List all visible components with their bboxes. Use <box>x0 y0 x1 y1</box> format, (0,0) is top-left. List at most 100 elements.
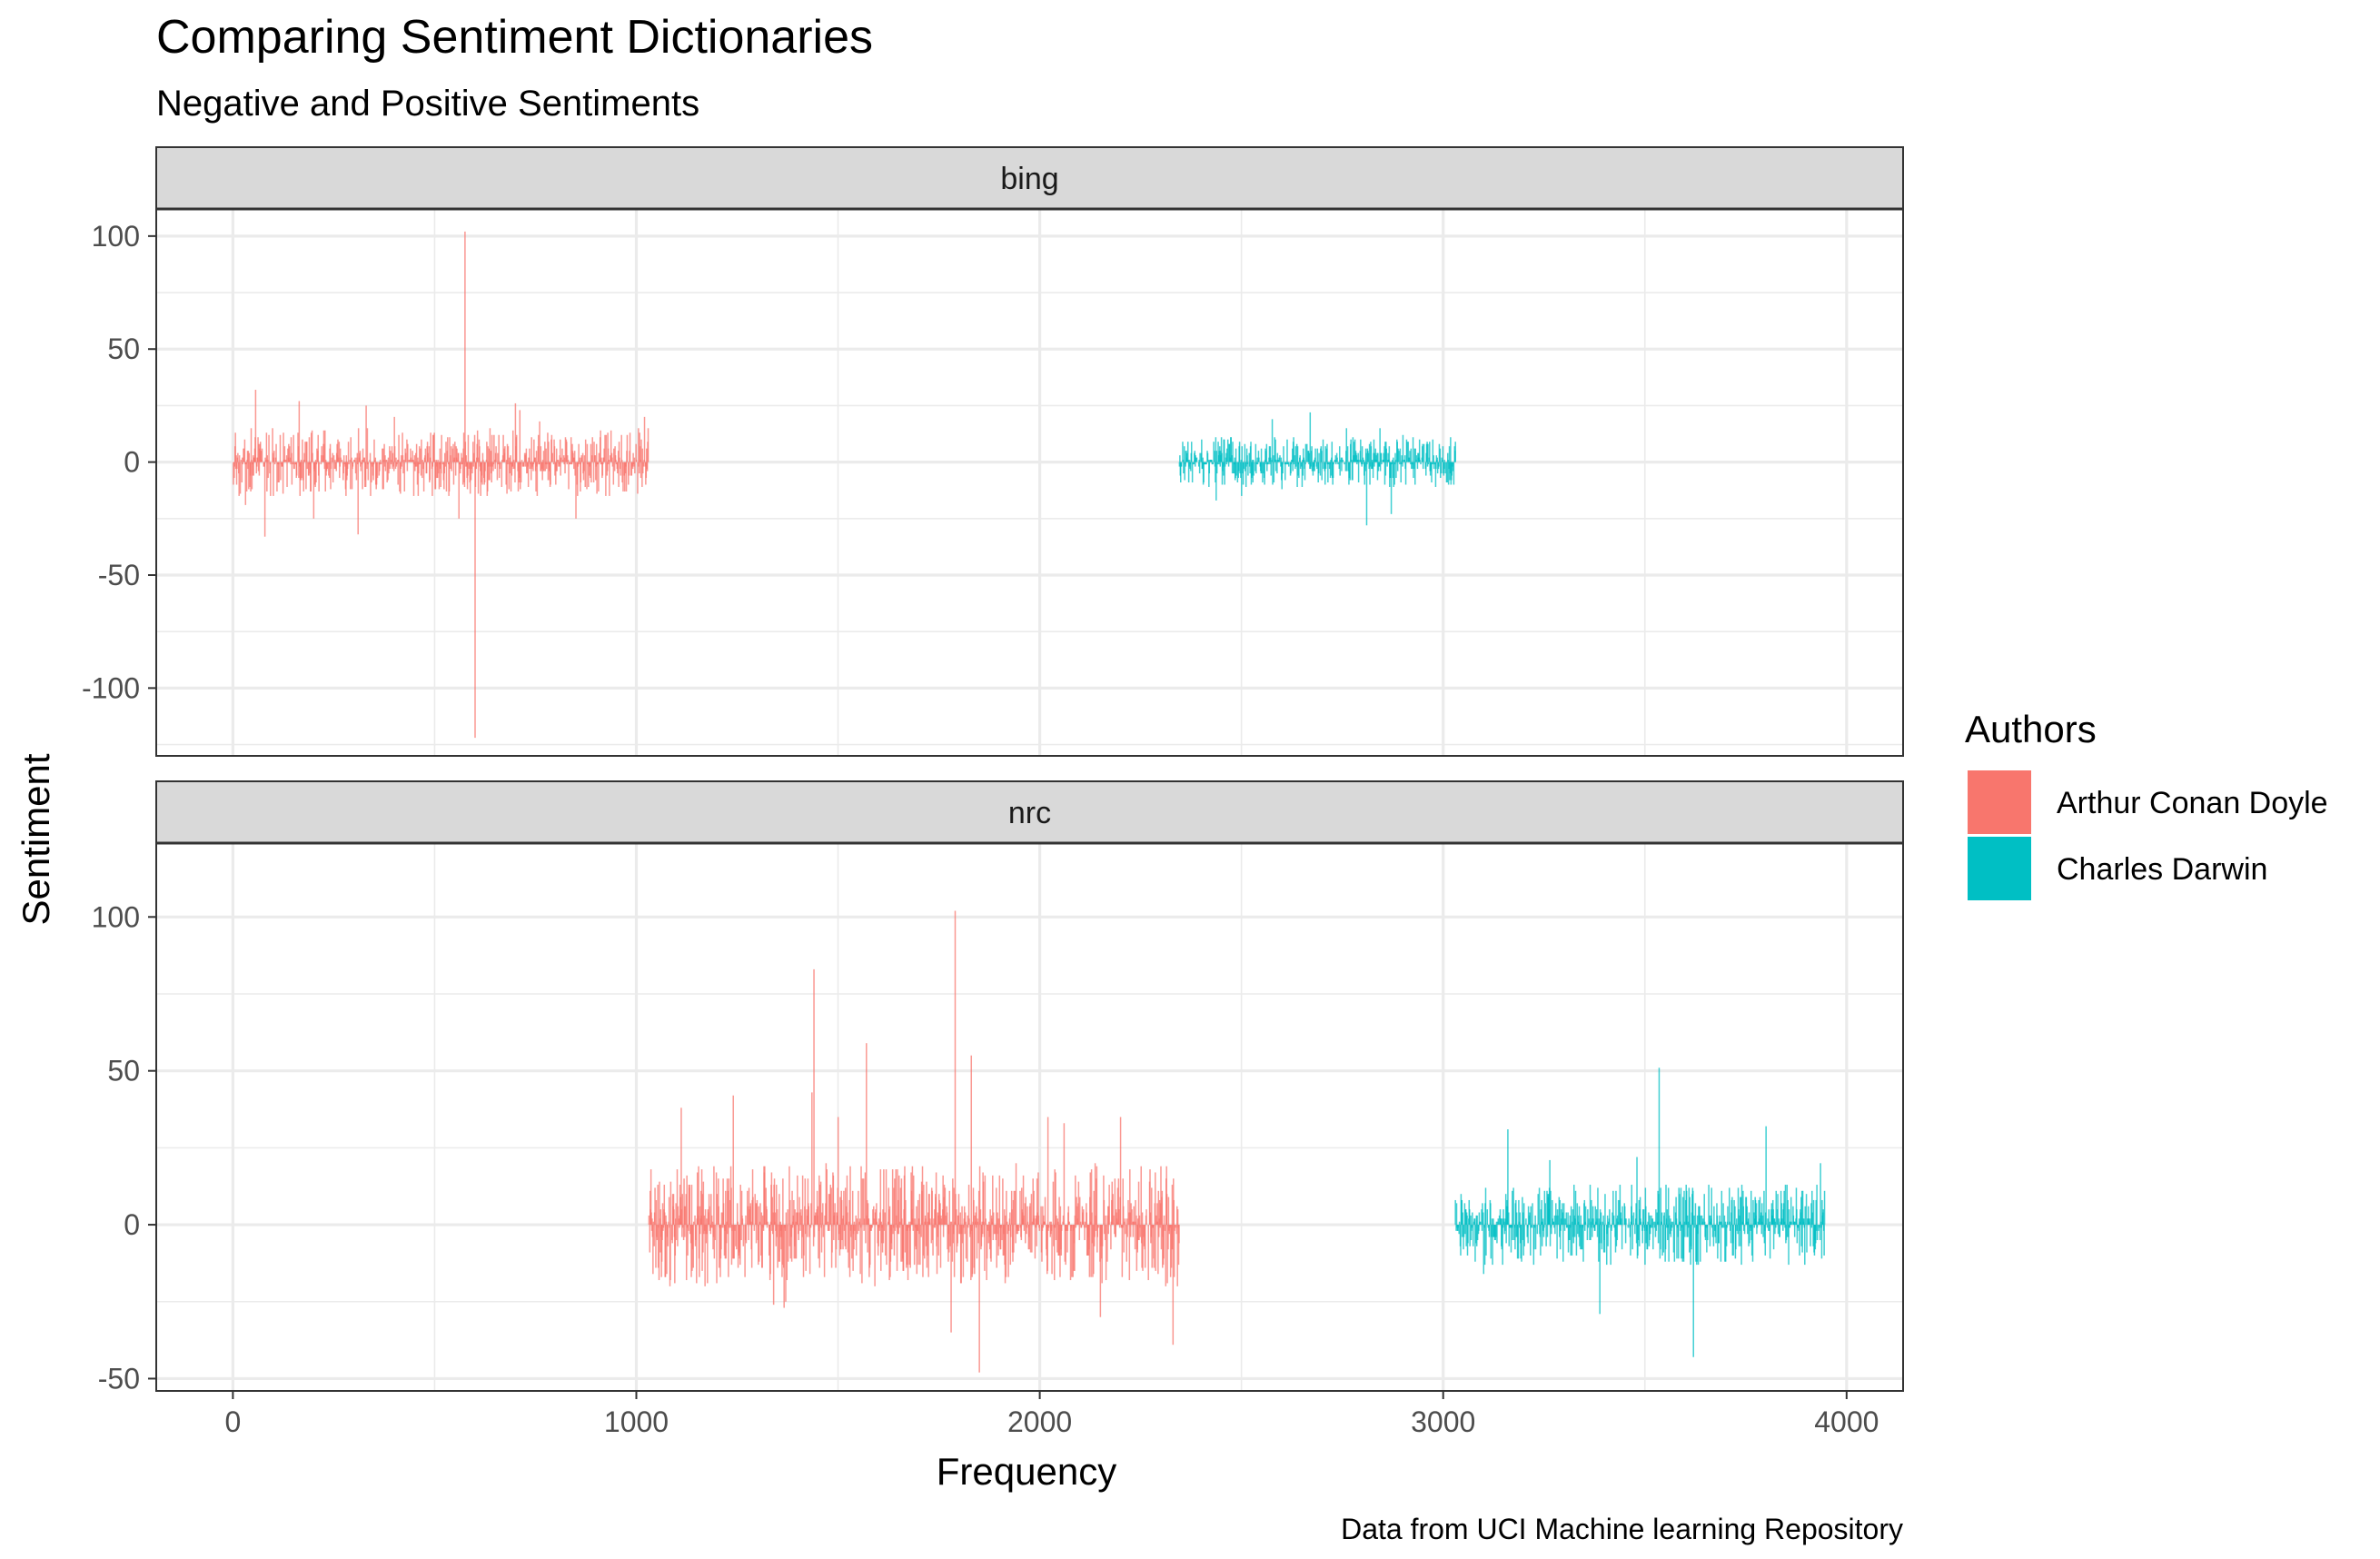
bar <box>1192 462 1195 465</box>
legend-label-charles-darwin: Charles Darwin <box>2057 852 2267 887</box>
bar <box>692 1221 695 1226</box>
bar <box>1774 1221 1777 1226</box>
bar <box>590 462 592 482</box>
bar <box>362 448 364 462</box>
bar <box>330 462 332 490</box>
bar <box>1478 1225 1480 1231</box>
bar <box>1164 1225 1166 1231</box>
bar <box>1030 1194 1033 1226</box>
bar <box>1373 452 1376 462</box>
bar <box>276 462 278 492</box>
bar <box>666 1225 668 1275</box>
bar <box>440 462 442 474</box>
bar <box>347 442 350 462</box>
bar <box>821 1212 823 1226</box>
bar <box>1566 1225 1568 1228</box>
bar <box>1053 1225 1056 1281</box>
bar <box>267 462 269 479</box>
bar <box>1723 1225 1725 1228</box>
bar <box>1654 1225 1657 1237</box>
bar <box>495 446 497 462</box>
bar <box>857 1225 858 1235</box>
bar <box>794 1225 797 1259</box>
bar <box>1276 452 1279 462</box>
bar <box>297 446 300 462</box>
bar <box>1176 1209 1179 1226</box>
bar <box>1772 1209 1774 1226</box>
bar <box>1768 1225 1770 1231</box>
bar <box>1318 452 1320 462</box>
bar <box>1412 462 1413 470</box>
bar <box>822 1203 824 1226</box>
bar <box>407 443 409 462</box>
bar <box>1171 1185 1174 1226</box>
bar <box>1636 1157 1638 1226</box>
bar <box>1501 1225 1503 1250</box>
bar <box>1760 1225 1763 1235</box>
bar <box>1729 1225 1731 1231</box>
bar <box>1253 462 1254 476</box>
bar <box>1190 462 1192 472</box>
bar <box>875 1209 877 1226</box>
bar <box>1598 1225 1600 1262</box>
bar <box>1735 1218 1738 1226</box>
bar <box>308 462 310 476</box>
bar <box>1715 1225 1717 1244</box>
bar <box>703 1225 705 1235</box>
bar <box>1683 1190 1685 1226</box>
bar <box>1532 1203 1533 1226</box>
bar <box>435 462 437 479</box>
bar <box>964 1225 966 1235</box>
bar <box>1296 462 1298 487</box>
bar <box>444 462 447 467</box>
bar <box>315 462 318 465</box>
bar <box>1101 1225 1104 1246</box>
bar <box>1640 1221 1642 1226</box>
bar <box>848 1199 850 1226</box>
bar <box>1371 460 1373 462</box>
bar <box>769 1225 771 1275</box>
x-tick-label: 4000 <box>1814 1405 1879 1438</box>
bar <box>403 462 406 492</box>
bar <box>1274 462 1277 472</box>
bar <box>458 452 460 462</box>
bar <box>722 1178 724 1226</box>
bar <box>944 1187 947 1226</box>
bar <box>619 457 620 462</box>
bar <box>1265 462 1267 465</box>
bar <box>1473 1218 1476 1226</box>
bar <box>1628 1218 1630 1226</box>
bar <box>342 462 344 474</box>
bar <box>420 448 421 462</box>
bar <box>1365 462 1368 526</box>
bar <box>1161 1190 1164 1226</box>
bar <box>761 1215 764 1226</box>
bar <box>1464 1209 1467 1226</box>
bar <box>913 1225 916 1266</box>
bar <box>1479 1221 1481 1226</box>
bar <box>606 462 609 472</box>
bar <box>1208 462 1211 474</box>
bar <box>1016 1225 1017 1235</box>
bar <box>1255 462 1257 474</box>
bar <box>696 1225 698 1284</box>
bar <box>527 462 530 487</box>
bar <box>1599 1225 1601 1315</box>
bar <box>472 462 474 467</box>
bar <box>691 1225 694 1250</box>
y-tick-label: 50 <box>107 333 140 365</box>
bar <box>461 462 464 485</box>
bar <box>458 462 461 465</box>
bar <box>1530 1206 1532 1226</box>
bar <box>1285 462 1287 465</box>
bar <box>1013 1190 1016 1226</box>
bar <box>848 1225 851 1277</box>
bar <box>345 462 347 496</box>
bar <box>1293 437 1294 462</box>
bar <box>1002 1225 1005 1256</box>
bar <box>1488 1225 1491 1237</box>
bar <box>465 455 467 462</box>
bar <box>1023 1215 1025 1226</box>
bar <box>283 446 286 462</box>
bar <box>1105 1215 1106 1226</box>
